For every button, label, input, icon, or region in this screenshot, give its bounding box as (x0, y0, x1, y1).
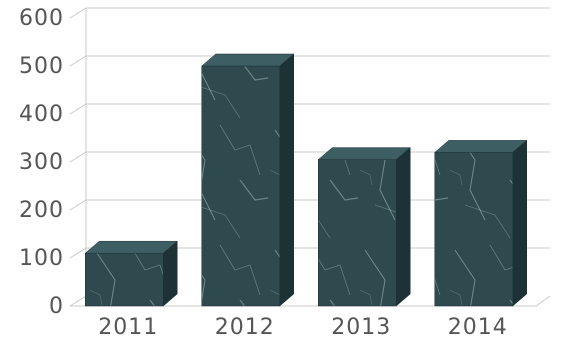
floor-edge-left (69, 295, 87, 307)
x-tick-label: 2013 (331, 315, 391, 340)
x-tick-label: 2012 (215, 315, 275, 340)
y-axis-ticks: 0 100 200 300 400 500 600 (19, 6, 64, 319)
x-tick-label: 2011 (98, 315, 158, 340)
bar-top-face (201, 53, 295, 67)
x-tick-label: 2014 (448, 315, 508, 340)
bar-side-face (279, 53, 294, 307)
bars (84, 53, 528, 307)
bar-top-face (434, 140, 528, 153)
bar-front-face (201, 65, 280, 307)
gridline-diagonal (69, 199, 87, 211)
floor-edge-right (535, 295, 551, 307)
y-tick-label: 600 (19, 6, 64, 31)
bar-2013 (317, 147, 411, 307)
bar-top-face (317, 147, 411, 160)
bar-side-face (396, 147, 411, 307)
x-axis-ticks: 2011 2012 2013 2014 (98, 315, 508, 340)
gridline-diagonal (69, 103, 87, 115)
gridline-diagonal (69, 247, 87, 259)
y-tick-label: 200 (19, 198, 64, 223)
bar-2012 (201, 53, 295, 307)
bar-front-face (434, 152, 513, 307)
y-tick-label: 400 (19, 102, 64, 127)
bar-front-face (85, 252, 164, 307)
bar-2014 (434, 139, 528, 307)
bar-2011 (84, 240, 178, 307)
bar-side-face (512, 139, 527, 307)
y-tick-label: 0 (49, 294, 64, 319)
bar-front-face (318, 159, 397, 307)
y-tick-label: 100 (19, 246, 64, 271)
gridline-diagonal (69, 151, 87, 163)
gridline-diagonal (69, 7, 87, 19)
bar-top-face (84, 240, 178, 254)
gridline-diagonal (69, 55, 87, 67)
y-tick-label: 500 (19, 54, 64, 79)
bar-side-face (163, 240, 178, 307)
y-tick-label: 300 (19, 150, 64, 175)
